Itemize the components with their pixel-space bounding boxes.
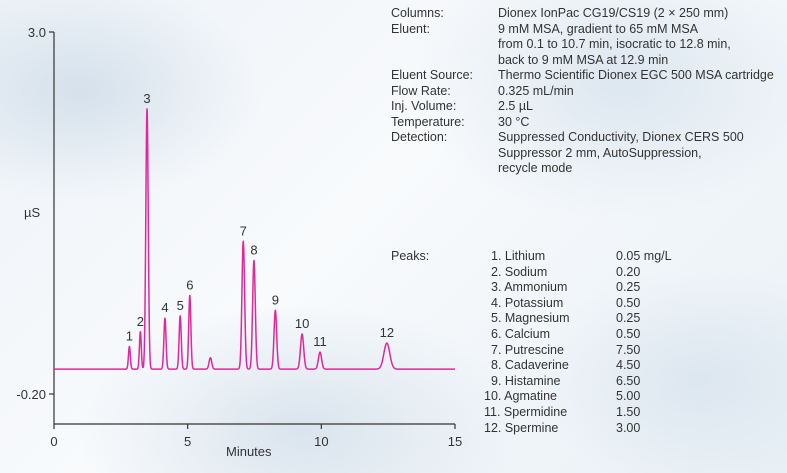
condition-label: Eluent Source: <box>391 68 473 82</box>
condition-value: recycle mode <box>498 161 573 175</box>
peak-name: 8. Cadaverine <box>491 358 569 373</box>
peak-label-4: 4 <box>161 300 168 315</box>
condition-label: Eluent: <box>391 21 430 36</box>
peak-name: 3. Ammonium <box>491 280 568 295</box>
condition-value: Suppressed Conductivity, Dionex CERS 500 <box>498 130 744 144</box>
x-tick-label: 5 <box>184 434 191 449</box>
peak-label-12: 12 <box>380 325 394 340</box>
y-ticks: -0.20 3.0 <box>16 25 54 402</box>
chromatogram-trace <box>53 108 456 370</box>
peak-label-10: 10 <box>295 316 309 331</box>
condition-value: 9 mM MSA, gradient to 65 mM MSA <box>498 21 699 36</box>
x-tick-label: 10 <box>314 434 328 449</box>
peak-name: 7. Putrescine <box>491 342 564 357</box>
condition-label: Detection: <box>391 130 448 144</box>
peak-concentration: 3.00 <box>616 420 641 435</box>
peak-name: 5. Magnesium <box>491 311 570 326</box>
condition-value: back to 9 mM MSA at 12.9 min <box>498 52 669 67</box>
condition-value: Thermo Scientific Dionex EGC 500 MSA car… <box>498 68 774 82</box>
peak-row: 12. Spermine 3.00 <box>484 421 784 437</box>
condition-value: from 0.1 to 10.7 min, isocratic to 12.8 … <box>498 37 731 51</box>
peak-label-6: 6 <box>186 278 193 293</box>
condition-value: Dionex IonPac CG19/CS19 (2 × 250 mm) <box>498 6 729 20</box>
peak-row: 2. Sodium 0.20 <box>484 265 784 281</box>
peak-name: 6. Calcium <box>491 326 551 341</box>
peak-name: 2. Sodium <box>491 264 548 279</box>
condition-value: 30 °C <box>498 114 530 129</box>
peak-row: 9. Histamine 6.50 <box>484 374 784 390</box>
condition-label: Columns: <box>391 6 444 20</box>
peak-row: 10. Agmatine 5.00 <box>484 389 784 405</box>
peak-label-3: 3 <box>143 91 150 106</box>
peak-concentration: 6.50 <box>616 373 641 388</box>
y-tick-label: -0.20 <box>16 387 46 402</box>
peak-row: 11. Spermidine 1.50 <box>484 405 784 421</box>
condition-label: Temperature: <box>391 114 465 129</box>
peak-row: 8. Cadaverine 4.50 <box>484 358 784 374</box>
peak-concentration: 0.25 <box>616 280 641 295</box>
peaks-table: 1. Lithium 0.05 mg/L 2. Sodium 0.20 3. Ammon… <box>484 249 784 436</box>
peak-label-2: 2 <box>137 314 144 329</box>
peak-row: 1. Lithium 0.05 mg/L <box>484 249 784 265</box>
peak-row: 6. Calcium 0.50 <box>484 327 784 343</box>
peak-row: 4. Potassium 0.50 <box>484 296 784 312</box>
peak-concentration: 0.50 <box>616 326 641 341</box>
peak-concentration: 0.50 <box>616 295 641 310</box>
peak-row: 7. Putrescine 7.50 <box>484 343 784 359</box>
peak-row: 3. Ammonium 0.25 <box>484 280 784 296</box>
peak-label-8: 8 <box>250 243 257 258</box>
peak-label-9: 9 <box>272 292 279 307</box>
peak-concentration: 0.20 <box>616 264 641 279</box>
peak-concentration: 7.50 <box>616 342 641 357</box>
axes <box>53 32 455 425</box>
peak-label-1: 1 <box>126 328 133 343</box>
condition-label: Inj. Volume: <box>391 99 457 113</box>
peak-concentration: 4.50 <box>616 358 641 373</box>
method-conditions: Columns: Dionex IonPac CG19/CS19 (2 × 250… <box>391 6 786 236</box>
peak-concentration: 1.50 <box>616 404 641 419</box>
peak-name: 10. Agmatine <box>484 389 557 404</box>
condition-label: Flow Rate: <box>391 83 451 98</box>
condition-value: 2.5 µL <box>498 99 534 113</box>
peak-name: 12. Spermine <box>484 420 559 435</box>
x-tick-label: 0 <box>50 434 57 449</box>
condition-value: Suppressor 2 mm, AutoSuppression, <box>498 145 702 160</box>
x-axis-label: Minutes <box>226 444 272 459</box>
condition-value: 0.325 mL/min <box>498 83 574 98</box>
peak-concentration: 5.00 <box>616 389 641 404</box>
y-axis-label: µS <box>24 205 40 220</box>
peak-name: 4. Potassium <box>491 295 564 310</box>
peak-label-11: 11 <box>313 334 327 349</box>
peak-concentration: 0.25 <box>616 311 641 326</box>
peak-label-5: 5 <box>177 298 184 313</box>
peak-row: 5. Magnesium 0.25 <box>484 311 784 327</box>
x-ticks: 0 5 10 15 <box>50 424 462 449</box>
y-tick-label: 3.0 <box>28 25 46 40</box>
peak-concentration: 0.05 mg/L <box>616 249 672 263</box>
peak-label-7: 7 <box>240 223 247 238</box>
peaks-label: Peaks: <box>391 249 430 263</box>
peak-name: 1. Lithium <box>491 249 546 263</box>
peak-name: 11. Spermidine <box>484 404 568 419</box>
x-tick-label: 15 <box>448 434 462 449</box>
peak-name: 9. Histamine <box>491 373 561 388</box>
